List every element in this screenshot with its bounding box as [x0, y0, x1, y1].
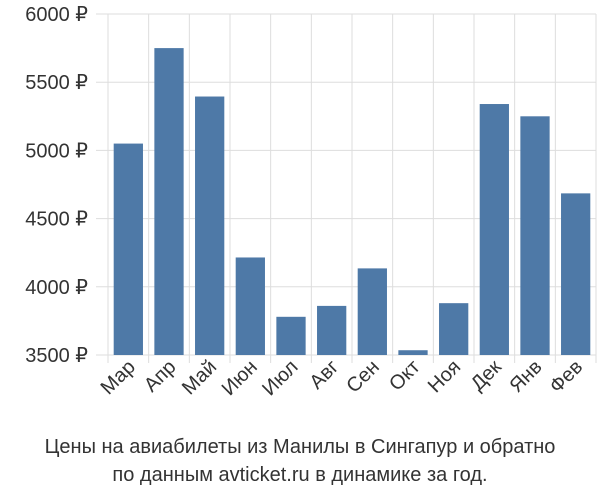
- y-tick-label: 5000 ₽: [25, 140, 88, 162]
- x-tick-label: Ноя: [424, 356, 465, 397]
- bar: [235, 257, 265, 355]
- bar: [195, 96, 225, 355]
- x-tick-label: Окт: [385, 356, 424, 395]
- bar: [520, 116, 550, 355]
- y-tick-label: 4500 ₽: [25, 209, 88, 231]
- x-tick-label: Июл: [258, 356, 302, 400]
- bar: [439, 303, 469, 355]
- y-tick-label: 4000 ₽: [25, 277, 88, 299]
- x-tick-label: Янв: [505, 356, 546, 397]
- y-tick-label: 6000 ₽: [25, 4, 88, 26]
- y-tick-label: 5500 ₽: [25, 72, 88, 94]
- bar: [154, 48, 184, 355]
- bar: [398, 350, 428, 355]
- x-tick-label: Май: [178, 356, 221, 399]
- x-tick-label: Дек: [467, 356, 506, 395]
- bar: [357, 268, 387, 355]
- x-tick-label: Сен: [342, 356, 383, 397]
- bar: [561, 193, 591, 355]
- bar: [276, 316, 306, 355]
- x-tick-label: Мар: [97, 356, 140, 399]
- chart-caption-line-2: по данным avticket.ru в динамике за год.: [112, 464, 488, 486]
- bar: [113, 143, 143, 355]
- x-tick-label: Июн: [218, 356, 262, 400]
- chart-caption-line-1: Цены на авиабилеты из Манилы в Сингапур …: [44, 436, 556, 458]
- bars: [113, 48, 591, 355]
- y-axis: 3500 ₽ 4000 ₽ 4500 ₽ 5000 ₽ 5500 ₽ 6000 ₽: [25, 4, 109, 367]
- bar: [317, 305, 347, 355]
- x-tick-label: Фев: [546, 356, 588, 398]
- y-tick-label: 3500 ₽: [25, 345, 88, 367]
- bar: [479, 104, 509, 355]
- x-tick-label: Апр: [140, 356, 181, 397]
